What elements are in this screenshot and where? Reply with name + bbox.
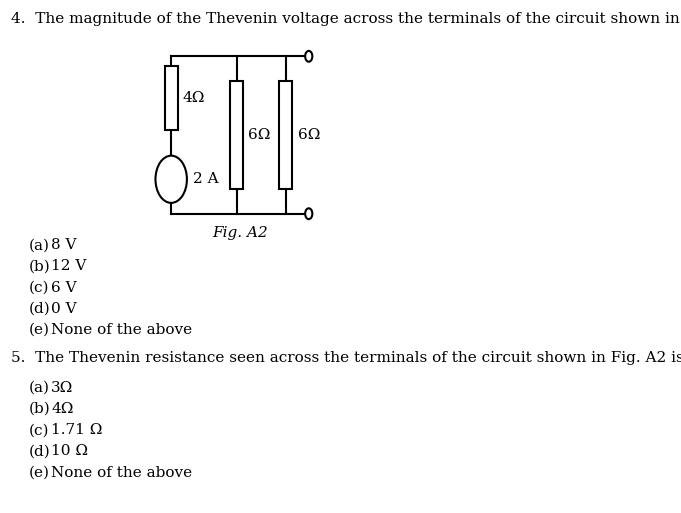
Text: 2 A: 2 A [193,172,219,186]
Text: 4Ω: 4Ω [183,91,206,105]
Text: None of the above: None of the above [51,466,193,480]
Text: (b): (b) [29,402,51,416]
Circle shape [305,208,313,219]
Text: None of the above: None of the above [51,323,193,337]
Text: 0 V: 0 V [51,302,77,316]
Text: 10 Ω: 10 Ω [51,444,89,459]
Text: (d): (d) [29,302,51,316]
Text: (b): (b) [29,260,51,273]
Text: Fig. A2: Fig. A2 [212,226,268,240]
Text: (c): (c) [29,281,50,294]
Text: 6 V: 6 V [51,281,77,294]
Text: 4Ω: 4Ω [51,402,74,416]
Text: 6Ω: 6Ω [298,128,320,142]
Text: 1.71 Ω: 1.71 Ω [51,423,103,437]
Text: 6Ω: 6Ω [249,128,271,142]
Bar [165,66,178,130]
Circle shape [305,51,313,62]
Text: 3Ω: 3Ω [51,381,74,395]
Text: (a): (a) [29,381,50,395]
Text: 12 V: 12 V [51,260,86,273]
Text: (e): (e) [29,323,50,337]
Text: (a): (a) [29,239,50,252]
Text: 4.  The magnitude of the Thevenin voltage across the terminals of the circuit sh: 4. The magnitude of the Thevenin voltage… [11,12,681,26]
Bar [279,81,292,189]
Circle shape [155,155,187,203]
Bar [230,81,243,189]
Text: 8 V: 8 V [51,239,77,252]
Text: (c): (c) [29,423,50,437]
Text: (e): (e) [29,466,50,480]
Text: 5.  The Thevenin resistance seen across the terminals of the circuit shown in Fi: 5. The Thevenin resistance seen across t… [11,351,681,365]
Text: (d): (d) [29,444,51,459]
